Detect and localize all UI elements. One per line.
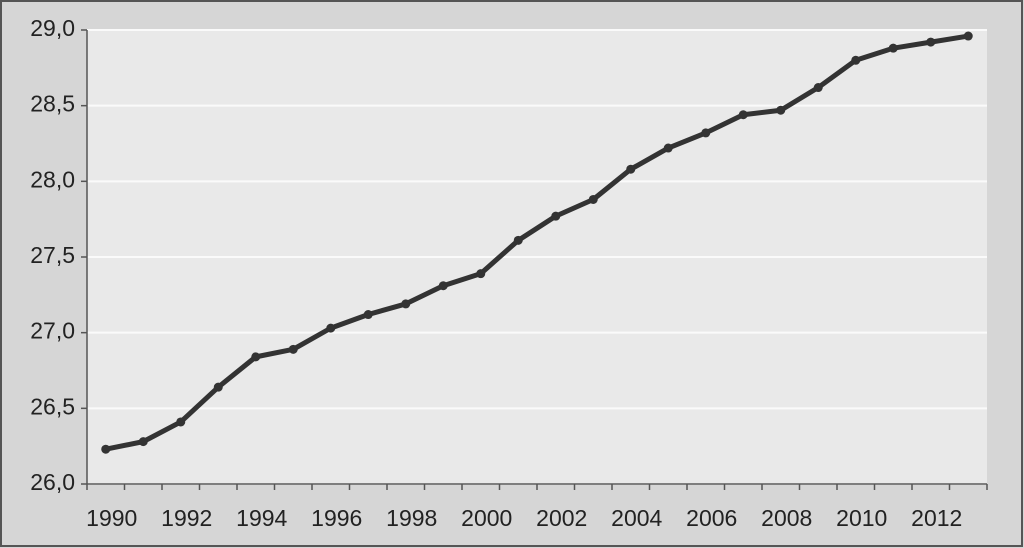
data-point <box>663 143 673 153</box>
data-point <box>888 43 898 53</box>
y-tick-label: 27,5 <box>30 242 75 268</box>
data-point <box>288 344 298 354</box>
x-tick-label: 1996 <box>311 505 362 531</box>
x-tick-label: 2012 <box>911 505 962 531</box>
data-point <box>251 352 261 362</box>
data-point <box>438 281 448 291</box>
data-line <box>105 33 969 452</box>
data-point <box>138 437 148 447</box>
x-tick-label: 2008 <box>761 505 812 531</box>
x-tick-label: 2000 <box>461 505 512 531</box>
y-tick-label: 28,0 <box>30 166 75 192</box>
data-point <box>513 235 523 245</box>
x-tick-label: 1990 <box>86 505 137 531</box>
y-tick-label: 27,0 <box>30 318 75 344</box>
data-point <box>176 417 186 427</box>
data-point <box>926 37 936 47</box>
data-point <box>813 83 823 93</box>
y-tick-label: 26,0 <box>30 469 75 495</box>
data-point <box>551 211 561 221</box>
x-tick-label: 1994 <box>236 505 287 531</box>
x-tick-label: 2006 <box>686 505 737 531</box>
data-point <box>363 310 373 320</box>
x-tick-label: 2004 <box>611 505 662 531</box>
data-point <box>963 31 973 41</box>
y-tick-label: 26,5 <box>30 393 75 419</box>
x-tick-label: 1998 <box>386 505 437 531</box>
x-tick-label: 1992 <box>161 505 212 531</box>
data-point <box>776 105 786 115</box>
y-tick-label: 28,5 <box>30 91 75 117</box>
data-point <box>851 55 861 65</box>
data-point <box>476 269 486 279</box>
data-point <box>213 382 223 392</box>
data-point <box>588 194 598 204</box>
data-point <box>101 444 111 454</box>
data-point <box>401 299 411 309</box>
data-point <box>626 164 636 174</box>
data-point <box>738 110 748 120</box>
data-point <box>701 128 711 138</box>
x-tick-label: 2002 <box>536 505 587 531</box>
y-tick-label: 29,0 <box>30 15 75 41</box>
data-point <box>326 323 336 333</box>
x-tick-label: 2010 <box>836 505 887 531</box>
